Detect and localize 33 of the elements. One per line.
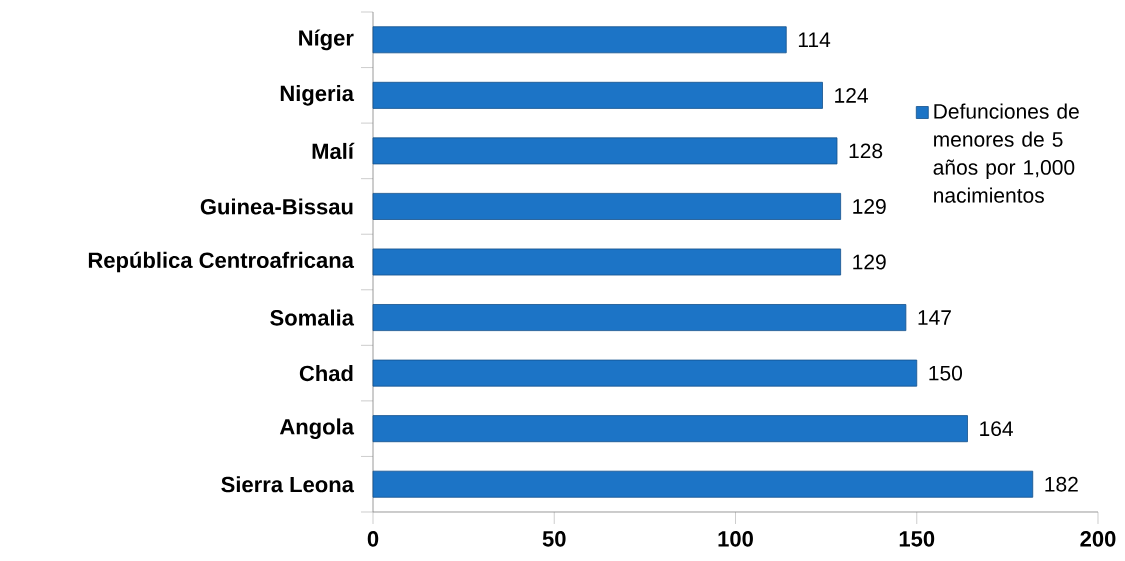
data-label: 147 bbox=[918, 310, 951, 325]
x-tick-label: 200 bbox=[1080, 531, 1116, 547]
data-label: 124 bbox=[835, 88, 868, 103]
data-label: 129 bbox=[853, 199, 886, 214]
bar bbox=[372, 470, 1034, 498]
bar bbox=[372, 415, 968, 443]
data-label: 164 bbox=[980, 421, 1013, 437]
legend-label: Defunciones de menores de 5 años por 1,000 nacimientos bbox=[933, 103, 1079, 203]
bar bbox=[372, 359, 918, 387]
y-tick-label: Angola bbox=[279, 418, 355, 439]
y-tick-label: Malí bbox=[312, 142, 355, 160]
data-label: 182 bbox=[1045, 476, 1078, 492]
y-tick-label: República Centroafricana bbox=[88, 251, 355, 273]
bar bbox=[372, 192, 842, 220]
data-label: 128 bbox=[849, 143, 883, 159]
data-label: 114 bbox=[798, 32, 831, 48]
y-tick-label: Nigeria bbox=[280, 85, 355, 106]
bar bbox=[372, 81, 823, 109]
data-label: 150 bbox=[929, 365, 963, 381]
y-tick-label: Chad bbox=[299, 365, 353, 382]
bar bbox=[372, 26, 787, 54]
y-tick-label: Níger bbox=[299, 29, 354, 51]
x-tick-label: 150 bbox=[899, 531, 935, 547]
y-tick-label: Guinea-Bissau bbox=[200, 198, 353, 215]
bar bbox=[372, 304, 907, 332]
y-tick-label: Sierra Leona bbox=[221, 476, 355, 493]
y-tick-label: Somalia bbox=[270, 309, 355, 326]
x-tick-label: 50 bbox=[542, 531, 566, 547]
bar bbox=[372, 248, 842, 276]
data-label: 129 bbox=[853, 254, 886, 270]
x-tick-label: 100 bbox=[718, 531, 753, 547]
bar bbox=[372, 137, 838, 165]
x-tick-label: 0 bbox=[367, 531, 379, 547]
